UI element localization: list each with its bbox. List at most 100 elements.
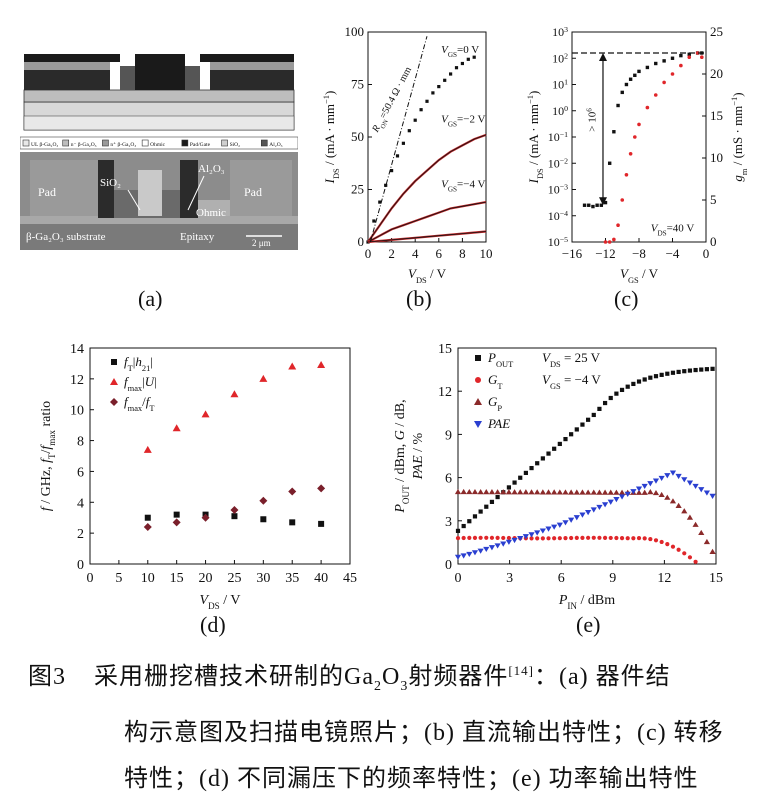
legend-ft: fT|h21| xyxy=(124,354,153,373)
data-point xyxy=(466,488,473,495)
data-point xyxy=(545,489,552,495)
y-tick-label: 3 xyxy=(445,515,452,530)
legend-pout: POUT xyxy=(487,350,514,369)
data-point xyxy=(664,473,671,479)
ids-series xyxy=(582,51,704,209)
data-point xyxy=(687,55,692,59)
legend-marker xyxy=(475,377,481,383)
x-tick-label: 45 xyxy=(343,571,357,586)
data-point xyxy=(631,381,636,387)
data-point xyxy=(645,65,650,70)
data-point xyxy=(495,535,500,540)
data-point xyxy=(686,480,694,486)
data-point xyxy=(568,489,575,495)
data-point xyxy=(289,519,296,526)
sem-image xyxy=(20,152,298,250)
chart-d: 0 5 10 15 20 25 30 35 40 45 0 2 4 6 8 10 12 14 VDS / V f / … xyxy=(39,342,357,611)
data-point xyxy=(489,535,495,540)
data-point xyxy=(695,51,700,55)
vds-annotation: VDS=40 V xyxy=(651,223,695,238)
x-tick-label: 35 xyxy=(285,571,299,586)
data-point xyxy=(505,539,513,545)
x-tick-label: 12 xyxy=(657,571,671,586)
data-point xyxy=(670,72,675,76)
data-point xyxy=(619,536,625,541)
data-point xyxy=(679,63,683,68)
data-point xyxy=(460,553,467,559)
y-tick-label: 102 xyxy=(552,51,568,66)
data-point xyxy=(471,488,479,495)
data-point xyxy=(552,536,557,541)
y-tick-label: 25 xyxy=(351,182,364,197)
y-tick-label: 12 xyxy=(438,385,452,400)
data-point xyxy=(670,56,675,60)
x-tick-label: 6 xyxy=(436,246,443,261)
data-point xyxy=(546,536,551,541)
data-point xyxy=(529,465,534,471)
data-point xyxy=(390,169,394,173)
data-point xyxy=(173,511,180,518)
data-point xyxy=(551,524,558,530)
data-point xyxy=(699,367,704,372)
x-tick-label: −16 xyxy=(562,246,583,261)
figure-number: 图3 xyxy=(28,664,66,690)
y2-tick-label: 10 xyxy=(710,150,723,165)
data-point xyxy=(317,484,326,493)
y-tick-label: 0 xyxy=(358,234,365,249)
y-tick-label: 101 xyxy=(552,77,568,92)
data-point xyxy=(378,200,382,204)
x-axis-label: PIN / dBm xyxy=(558,593,615,610)
ratio-annotation: > 106 xyxy=(585,108,598,132)
data-point xyxy=(540,536,545,541)
data-point xyxy=(568,517,575,523)
data-point xyxy=(602,535,608,540)
data-point xyxy=(574,535,579,541)
data-point xyxy=(693,367,698,373)
data-point xyxy=(478,509,483,514)
data-point xyxy=(535,536,540,541)
data-point xyxy=(641,483,648,490)
data-point xyxy=(580,535,585,540)
data-point xyxy=(658,491,665,498)
series-0 xyxy=(455,355,715,533)
data-point xyxy=(692,483,699,490)
legend-marker xyxy=(474,398,482,405)
data-point xyxy=(540,456,545,461)
series-0 xyxy=(366,55,476,244)
data-point xyxy=(687,368,693,373)
gm-series xyxy=(603,51,704,244)
data-point xyxy=(477,488,484,495)
data-point xyxy=(658,475,665,482)
data-point xyxy=(686,514,694,520)
data-point xyxy=(539,489,546,495)
data-point xyxy=(607,489,614,495)
x-axis-label: VDS / V xyxy=(408,266,447,285)
data-point xyxy=(628,152,633,156)
data-point xyxy=(620,198,625,202)
series-1 xyxy=(367,133,487,243)
data-point xyxy=(607,240,612,244)
data-point xyxy=(401,141,405,145)
legend-label: Al₂O₃ xyxy=(269,142,282,148)
x-tick-label: 3 xyxy=(506,571,513,586)
series-2 xyxy=(110,398,326,531)
data-point xyxy=(466,551,473,558)
data-point xyxy=(693,559,698,564)
y-axis-label-2: PAE / % xyxy=(411,432,426,480)
panel-label-e: (e) xyxy=(576,612,601,637)
data-point xyxy=(624,173,629,177)
caption-line-2: 构示意图及扫描电镜照片；(b) 直流输出特性；(c) 转移 xyxy=(124,719,724,746)
panel-b: 0 2 4 6 8 10 0 25 50 75 100 VDS / V IDS / (mA · mm−1… xyxy=(306,14,516,286)
data-point xyxy=(710,366,715,371)
data-point xyxy=(259,374,268,382)
data-point xyxy=(653,93,658,97)
arrow-head-down xyxy=(598,197,607,206)
data-point xyxy=(511,489,518,495)
data-point xyxy=(517,536,524,542)
data-point xyxy=(642,377,647,382)
device-schematic-and-sem: UL β-Ga₂O₃ n⁻ β-Ga₂O₃ n⁺ β-Ga₂O₃ Ohmic Pad/G… xyxy=(19,40,299,250)
data-point xyxy=(636,379,642,384)
data-point xyxy=(384,183,388,187)
series-line-overlay xyxy=(367,201,487,243)
legend-ratio: fmax/fT xyxy=(124,394,155,413)
